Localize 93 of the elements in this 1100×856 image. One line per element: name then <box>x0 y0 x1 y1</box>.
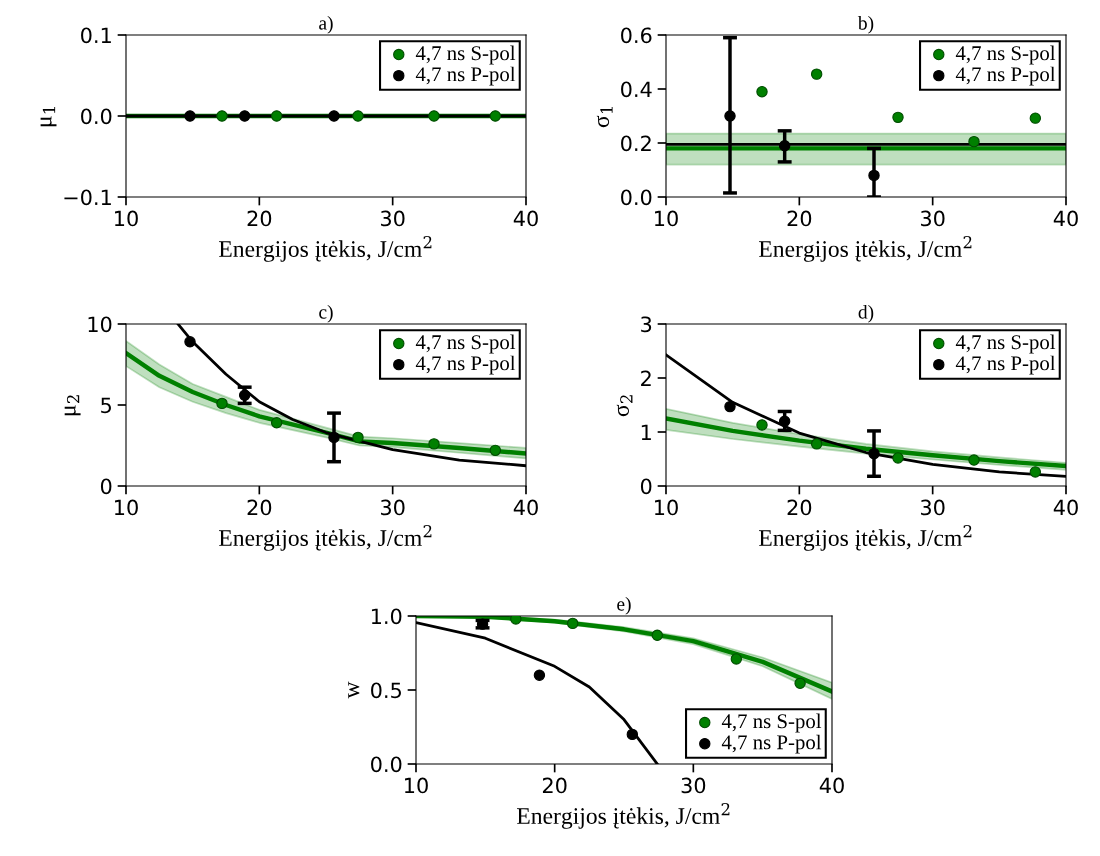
x-tick-label: 30 <box>381 499 405 516</box>
y-axis-title: μ$_{1}$ <box>40 107 57 127</box>
point <box>892 111 904 124</box>
x-axis-title: Energijos įtėkis, J/cm$^{2}$ <box>517 802 730 829</box>
legend-label: 4,7 ns P-pol <box>955 66 1056 86</box>
x-tick-label: 40 <box>1053 499 1078 516</box>
point <box>794 677 806 690</box>
x-axis-title: Energijos įtėkis, J/cm$^{2}$ <box>219 524 432 551</box>
y-tick-label: 0.6 <box>621 27 652 44</box>
x-tick-label: 10 <box>405 777 428 794</box>
y-tick-label: 0.2 <box>621 135 651 152</box>
x-tick-label: 20 <box>787 499 812 516</box>
point <box>566 617 579 630</box>
y-tick-label: 3 <box>641 316 652 333</box>
chart-title: c) <box>319 304 333 323</box>
x-tick-label: 40 <box>513 499 538 516</box>
x-tick-label: 10 <box>115 210 138 227</box>
legend-label: 4,7 ns P-pol <box>415 66 516 86</box>
chart-title: d) <box>858 304 874 323</box>
point <box>868 447 880 460</box>
legend-label: 4,7 ns S-pol <box>955 334 1056 354</box>
y-tick-label: 10 <box>88 316 112 333</box>
y-tick-label: −0.1 <box>64 189 111 206</box>
x-tick-label: 30 <box>381 210 405 227</box>
legend-label: 4,7 ns P-pol <box>955 355 1056 375</box>
legend-label: 4,7 ns S-pol <box>415 45 516 65</box>
x-tick-label: 40 <box>513 210 538 227</box>
x-tick-label: 10 <box>655 499 678 516</box>
point <box>968 454 980 466</box>
y-tick-label: 0.5 <box>371 682 401 699</box>
point <box>1029 112 1042 124</box>
point <box>533 669 546 681</box>
point <box>270 417 283 429</box>
x-axis-title: Energijos įtėkis, J/cm$^{2}$ <box>759 524 972 551</box>
point <box>778 139 791 152</box>
legend-label: 4,7 ns S-pol <box>721 713 822 733</box>
x-tick-label: 40 <box>1053 210 1078 227</box>
point <box>489 444 502 457</box>
y-axis-title: w <box>348 681 360 699</box>
point <box>651 629 663 641</box>
point <box>626 728 639 741</box>
x-tick-label: 30 <box>921 210 945 227</box>
legend-label: 4,7 ns S-pol <box>415 334 516 354</box>
x-tick-label: 20 <box>247 499 272 516</box>
y-tick-label: 1.0 <box>371 608 402 625</box>
point <box>810 438 823 450</box>
point <box>730 653 743 665</box>
point <box>352 431 364 444</box>
y-axis-title: σ$_{2}$ <box>616 395 633 417</box>
x-tick-label: 40 <box>819 777 844 794</box>
point <box>724 400 736 413</box>
y-tick-label: 0 <box>100 478 112 495</box>
y-tick-label: 0.0 <box>371 756 402 773</box>
x-tick-label: 10 <box>115 499 138 516</box>
y-tick-label: 0.4 <box>621 81 652 98</box>
point <box>868 169 880 182</box>
y-tick-label: 0 <box>640 478 652 495</box>
y-axis-title: σ$_{1}$ <box>596 106 613 128</box>
point <box>756 419 768 431</box>
chart-title: e) <box>617 596 631 615</box>
y-tick-label: 0.0 <box>621 189 652 206</box>
point <box>810 68 823 80</box>
point <box>428 438 440 450</box>
legend-label: 4,7 ns P-pol <box>721 734 822 754</box>
x-tick-label: 20 <box>542 777 567 794</box>
point <box>756 85 768 98</box>
point <box>892 452 904 464</box>
legend-label: 4,7 ns S-pol <box>955 45 1056 65</box>
chart-title: b) <box>857 15 874 34</box>
x-tick-label: 30 <box>681 777 706 794</box>
x-axis-title: Energijos įtėkis, J/cm$^{2}$ <box>219 235 432 262</box>
y-tick-label: 1 <box>641 424 651 440</box>
y-axis-title: μ$_{2}$ <box>64 395 81 416</box>
x-tick-label: 20 <box>787 210 812 227</box>
point <box>1029 466 1042 478</box>
y-tick-label: 0.1 <box>81 27 111 44</box>
x-tick-label: 10 <box>655 210 678 227</box>
point <box>238 389 251 401</box>
legend-label: 4,7 ns P-pol <box>415 355 516 375</box>
x-tick-label: 20 <box>247 210 272 227</box>
y-tick-label: 0.0 <box>81 108 112 125</box>
x-tick-label: 30 <box>921 499 945 516</box>
point <box>778 415 791 427</box>
y-tick-label: 5 <box>101 397 111 414</box>
chart-title: a) <box>319 15 333 34</box>
point <box>328 431 340 444</box>
point <box>184 336 196 348</box>
point <box>968 135 980 148</box>
point <box>510 616 522 625</box>
y-tick-label: 2 <box>641 370 651 386</box>
x-axis-title: Energijos įtėkis, J/cm$^{2}$ <box>759 235 972 262</box>
point <box>724 110 736 122</box>
point <box>216 397 228 410</box>
